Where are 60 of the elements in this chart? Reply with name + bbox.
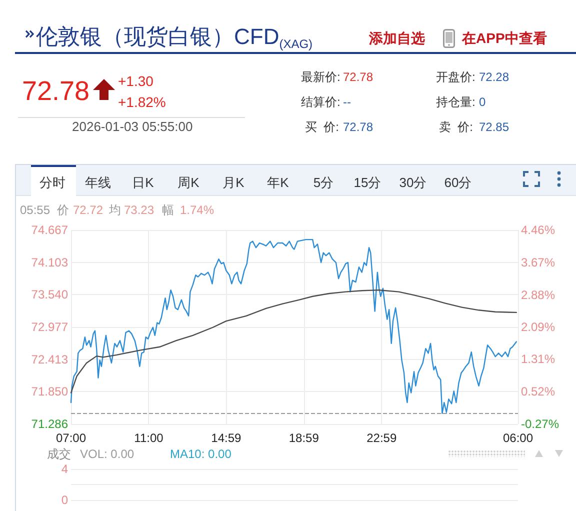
text: 幅 [162, 203, 174, 217]
text: 年线 [85, 175, 111, 191]
text: 05:55 [20, 203, 50, 217]
x-tick-label: 22:59 [366, 431, 397, 445]
y-tick-label: 72.413 [31, 352, 68, 366]
text: 年K [267, 175, 289, 191]
text: 1.74% [180, 203, 214, 217]
text: 2026-01-03 05:55:00 [72, 119, 193, 135]
y-tick-label: 73.540 [31, 288, 68, 302]
y-tick-label: 0 [61, 493, 68, 507]
y2-tick-label: 0.52% [521, 384, 556, 399]
line-series [70, 238, 517, 414]
text: 5分 [313, 175, 334, 191]
x-tick-label: 18:59 [288, 431, 320, 445]
y-tick-label: 71.850 [31, 384, 68, 399]
text: 72.78 [22, 75, 90, 107]
y-tick-label: 72.977 [31, 320, 68, 334]
text: 72.28 [479, 70, 510, 84]
text: 结算价: [301, 95, 340, 109]
chart-title: 伦敦银（现货白银）CFD$_{(XAG)}$ [36, 22, 313, 50]
text: -- [343, 95, 351, 109]
text: 均 [109, 203, 121, 217]
text: 72.72 [73, 203, 104, 217]
text: 添加自选 [369, 30, 425, 46]
y2-tick-label: 1.31% [521, 352, 556, 366]
text: 买 价: [305, 120, 340, 134]
text: 价 [57, 203, 69, 217]
text: 15分 [354, 175, 382, 191]
x-tick-label: 14:59 [211, 431, 242, 445]
y2-tick-label: 4.46% [521, 223, 556, 237]
y2-tick-label: -0.27% [521, 417, 560, 431]
line-series [70, 289, 517, 394]
text: 60分 [444, 175, 472, 191]
text: 分时 [40, 175, 66, 191]
text: 72.85 [479, 120, 510, 134]
text: 最新价: [301, 70, 340, 84]
y2-tick-label: 2.88% [521, 288, 556, 302]
text: 在APP中查看 [462, 30, 547, 46]
x-tick-label: 06:00 [502, 431, 534, 445]
x-tick-label: 11:00 [134, 431, 164, 445]
y-tick-label: 71.286 [31, 417, 68, 431]
y2-tick-label: 2.09% [521, 320, 556, 334]
text: 72.78 [343, 120, 374, 134]
text: +1.82% [118, 94, 166, 110]
text: 持仓量: [436, 95, 476, 109]
text: 卖 价: [439, 120, 474, 134]
y2-tick-label: 3.67% [521, 255, 556, 270]
y-tick-label: 4 [61, 462, 68, 476]
text: 周K [178, 175, 200, 191]
text: 月K [222, 175, 244, 191]
y-tick-label: 74.667 [31, 223, 68, 237]
text: 0 [479, 95, 486, 109]
x-tick-label: 07:00 [56, 431, 86, 445]
text: 开盘价: [436, 70, 476, 84]
text: +1.30 [118, 72, 154, 90]
text: 73.23 [124, 203, 154, 217]
text: 72.78 [343, 70, 374, 84]
text: 日K [132, 175, 154, 191]
text: 30分 [399, 175, 427, 191]
y-tick-label: 74.103 [31, 255, 68, 270]
